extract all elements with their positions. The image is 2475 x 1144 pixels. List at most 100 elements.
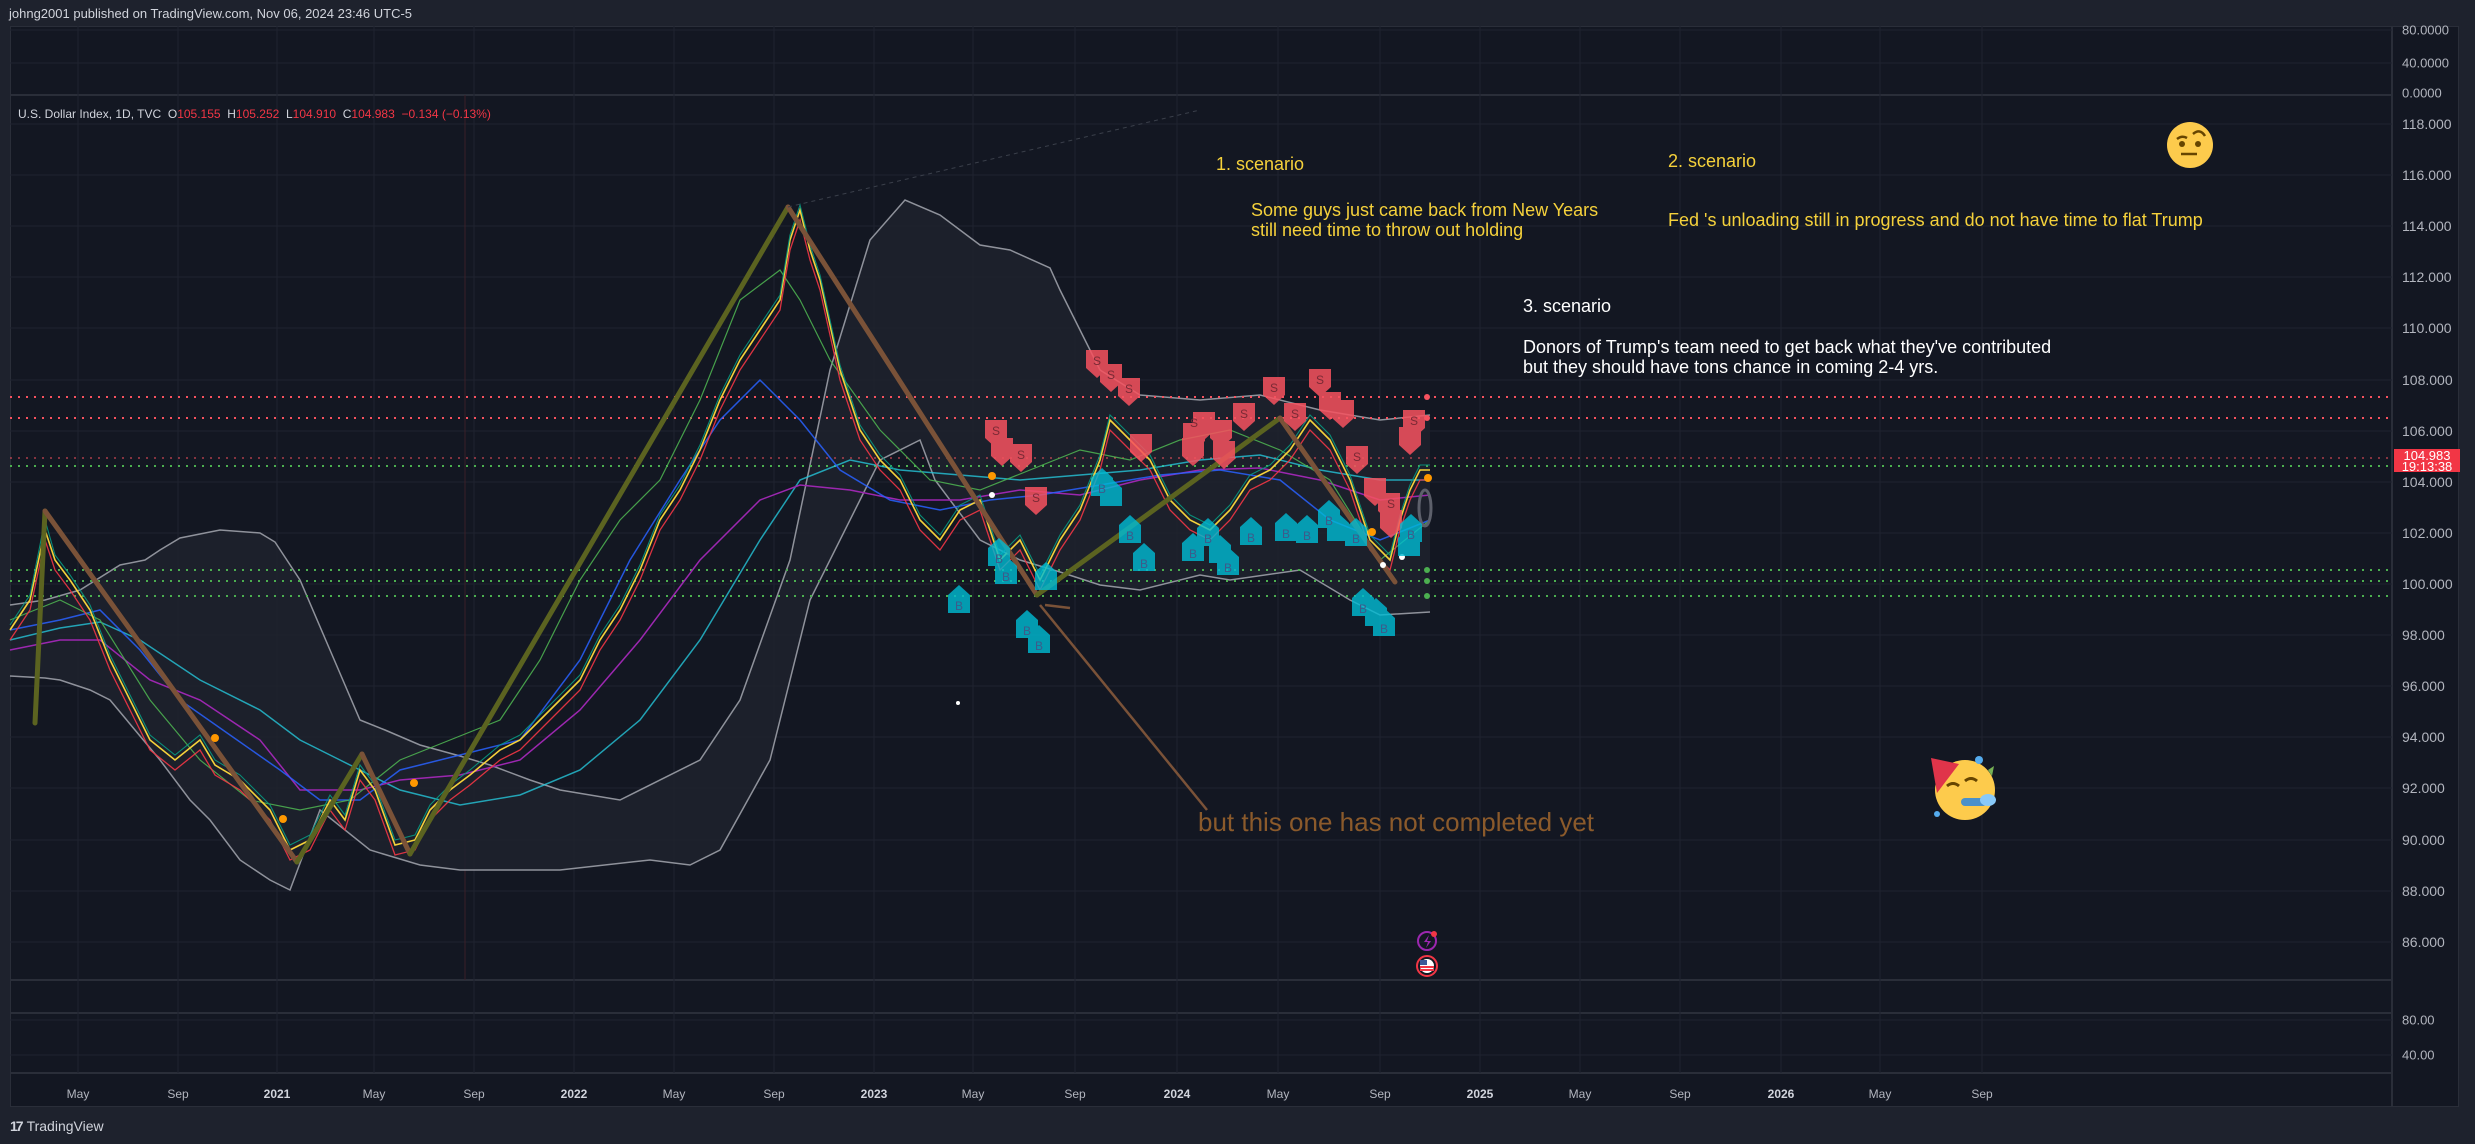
raised-eyebrow-emoji-icon[interactable] xyxy=(2165,120,2215,170)
x-axis-label: 2022 xyxy=(560,1087,588,1101)
svg-text:B: B xyxy=(1126,529,1134,543)
y-axis-label: 96.000 xyxy=(2402,678,2445,694)
x-axis-label: Sep xyxy=(1971,1087,1993,1101)
y-axis-label: 88.000 xyxy=(2402,883,2445,899)
party-face-emoji-icon[interactable] xyxy=(1925,748,2005,823)
symbol-legend[interactable]: U.S. Dollar Index, 1D, TVC O105.155 H105… xyxy=(18,107,491,121)
x-axis-label: 2021 xyxy=(263,1087,291,1101)
x-axis-label: 2024 xyxy=(1163,1087,1191,1101)
y-axis-label: 100.000 xyxy=(2402,576,2453,592)
svg-text:B: B xyxy=(1303,529,1311,543)
x-axis-label: May xyxy=(1568,1087,1592,1101)
x-axis-label: Sep xyxy=(763,1087,785,1101)
last-price: 104.983 xyxy=(2403,448,2451,463)
publisher-info: johng2001 published on TradingView.com, … xyxy=(9,6,413,21)
bottom-pane-y-label: 80.00 xyxy=(2402,1012,2435,1028)
footer-branding[interactable]: 17 TradingView xyxy=(10,1118,104,1134)
x-axis-label: Sep xyxy=(463,1087,485,1101)
svg-text:B: B xyxy=(1380,622,1388,636)
top-pane-y-label: 0.0000 xyxy=(2402,85,2442,101)
svg-text:B: B xyxy=(1224,561,1232,575)
svg-text:S: S xyxy=(1353,450,1361,464)
svg-text:B: B xyxy=(1359,602,1367,616)
svg-text:S: S xyxy=(1387,497,1395,511)
us-flag-icon xyxy=(1416,955,1438,977)
svg-text:B: B xyxy=(1282,527,1290,541)
x-axis-label: May xyxy=(662,1087,686,1101)
svg-text:B: B xyxy=(1002,570,1010,584)
svg-text:S: S xyxy=(1107,368,1115,382)
svg-text:B: B xyxy=(995,552,1003,566)
bottom-pane-y-label: 40.00 xyxy=(2402,1047,2435,1063)
x-axis-label: May xyxy=(66,1087,90,1101)
bar-countdown: 19:13:38 xyxy=(2401,459,2453,474)
scenario1-text[interactable]: Some guys just came back from New Years … xyxy=(1251,200,1599,240)
svg-text:S: S xyxy=(1291,407,1299,421)
svg-text:B: B xyxy=(1352,532,1360,546)
svg-text:S: S xyxy=(1270,381,1278,395)
x-axis-label: May xyxy=(1266,1087,1290,1101)
x-axis-label: May xyxy=(1868,1087,1892,1101)
y-axis-label: 98.000 xyxy=(2402,627,2445,643)
scenario1-title[interactable]: 1. scenario xyxy=(1216,154,1305,174)
scenario3-title[interactable]: 3. scenario xyxy=(1523,296,1612,316)
svg-text:S: S xyxy=(1240,407,1248,421)
x-axis-label: Sep xyxy=(167,1087,189,1101)
svg-text:S: S xyxy=(1316,373,1324,387)
x-axis-label: May xyxy=(362,1087,386,1101)
y-axis-label: 86.000 xyxy=(2402,934,2445,950)
lightning-icon xyxy=(1417,931,1437,951)
change-value: −0.134 (−0.13%) xyxy=(401,107,491,121)
y-axis-label: 108.000 xyxy=(2402,372,2453,388)
x-axis-label: Sep xyxy=(1369,1087,1391,1101)
svg-text:S: S xyxy=(1093,354,1101,368)
x-axis-label: 2025 xyxy=(1466,1087,1494,1101)
sell-signals xyxy=(985,350,1425,538)
scenario2-text[interactable]: Fed 's unloading still in progress and d… xyxy=(1668,210,2203,230)
y-axis-label: 104.000 xyxy=(2402,474,2453,490)
svg-text:B: B xyxy=(1098,482,1106,496)
svg-text:S: S xyxy=(1032,491,1040,505)
svg-text:B: B xyxy=(955,599,963,613)
y-axis-label: 102.000 xyxy=(2402,525,2453,541)
high-value: 105.252 xyxy=(235,107,280,121)
svg-text:S: S xyxy=(1017,448,1025,462)
svg-text:S: S xyxy=(1190,416,1198,430)
x-axis-label: 2026 xyxy=(1767,1087,1795,1101)
svg-text:B: B xyxy=(1140,557,1148,571)
y-axis-label: 116.000 xyxy=(2402,167,2452,183)
y-axis-label: 118.000 xyxy=(2402,116,2452,132)
svg-text:S: S xyxy=(992,424,1000,438)
y-axis-label: 110.000 xyxy=(2402,320,2452,336)
svg-text:B: B xyxy=(1035,639,1043,653)
close-value: 104.983 xyxy=(351,107,395,121)
scenario2-title[interactable]: 2. scenario xyxy=(1668,151,1757,171)
last-price-tag: 104.983 19:13:38 xyxy=(2394,448,2460,474)
svg-text:B: B xyxy=(1189,547,1197,561)
y-axis-label: 94.000 xyxy=(2402,729,2445,745)
incomplete-pattern-note[interactable]: but this one has not completed yet xyxy=(1198,807,1595,837)
brand-name: TradingView xyxy=(26,1118,104,1134)
x-axis-label: May xyxy=(961,1087,985,1101)
svg-text:S: S xyxy=(1410,414,1418,428)
buy-signals xyxy=(948,468,1422,653)
x-axis-label: 2023 xyxy=(860,1087,888,1101)
y-axis-label: 114.000 xyxy=(2402,218,2452,234)
scenario3-text[interactable]: Donors of Trump's team need to get back … xyxy=(1523,337,2052,377)
svg-text:S: S xyxy=(1125,382,1133,396)
svg-text:B: B xyxy=(1023,624,1031,638)
low-value: 104.910 xyxy=(292,107,337,121)
tradingview-logo-icon: 17 xyxy=(10,1118,24,1134)
svg-text:B: B xyxy=(1325,514,1333,528)
top-pane-y-label: 80.0000 xyxy=(2402,22,2449,38)
y-axis-label: 112.000 xyxy=(2402,269,2452,285)
x-axis-label: Sep xyxy=(1669,1087,1691,1101)
open-value: 105.155 xyxy=(177,107,221,121)
svg-text:B: B xyxy=(1247,531,1255,545)
symbol-name: U.S. Dollar Index, 1D, TVC xyxy=(18,107,162,121)
y-axis-label: 106.000 xyxy=(2402,423,2453,439)
x-axis-label: Sep xyxy=(1064,1087,1086,1101)
svg-text:B: B xyxy=(1204,532,1212,546)
top-pane-y-label: 40.0000 xyxy=(2402,55,2449,71)
